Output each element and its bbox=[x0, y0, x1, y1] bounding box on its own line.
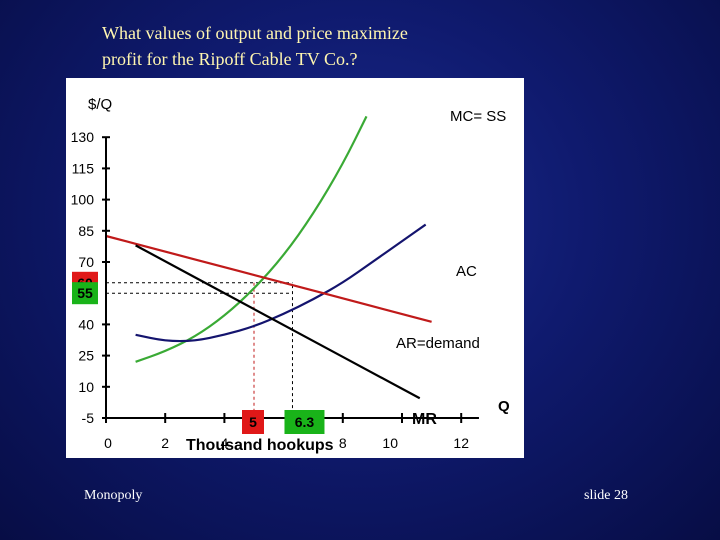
x-axis-label: Thousand hookups bbox=[186, 437, 334, 454]
ar-curve-label: AR=demand bbox=[396, 335, 480, 352]
quantity-highlight-box bbox=[284, 410, 325, 434]
x-tick-label: 4 bbox=[221, 435, 229, 451]
x-tick-label: 2 bbox=[161, 435, 169, 451]
quantity-highlight-label: 6.3 bbox=[295, 414, 315, 430]
quantity-highlight-label: 5 bbox=[249, 414, 257, 430]
mr-curve-label: MR bbox=[412, 411, 437, 428]
mc-curve bbox=[135, 115, 368, 363]
y-tick-label: 10 bbox=[78, 379, 94, 395]
y-tick-label: 130 bbox=[71, 129, 95, 145]
slide-title: What values of output and price maximize… bbox=[102, 20, 522, 72]
slide-title-line-2: profit for the Ripoff Cable TV Co.? bbox=[102, 49, 358, 69]
x-tick-label: 10 bbox=[382, 435, 398, 451]
x-tick-label: 12 bbox=[453, 435, 469, 451]
y-axis-label: $/Q bbox=[88, 96, 112, 113]
ar-curve bbox=[105, 234, 432, 323]
x-tick-label: 0 bbox=[104, 435, 112, 451]
mr-curve bbox=[135, 244, 421, 400]
ac-curve-label: AC bbox=[456, 263, 477, 280]
quantity-highlight-box bbox=[242, 410, 264, 434]
mc-curve-label: MC= SS bbox=[450, 108, 506, 125]
x-axis-end-label: Q bbox=[498, 398, 510, 415]
y-tick-label: 40 bbox=[78, 316, 94, 332]
chart-panel bbox=[66, 78, 524, 458]
y-tick-label: 115 bbox=[72, 160, 95, 176]
y-tick-label: 85 bbox=[78, 223, 94, 239]
y-tick-label: 25 bbox=[78, 348, 94, 364]
y-tick-label: 100 bbox=[71, 192, 95, 208]
ac-curve bbox=[135, 223, 427, 343]
price-highlight-box bbox=[72, 282, 98, 305]
footer-topic: Monopoly bbox=[84, 488, 143, 503]
x-tick-label: 8 bbox=[339, 435, 347, 451]
price-highlight-label: 55 bbox=[77, 285, 93, 301]
slide-title-line-1: What values of output and price maximize bbox=[102, 23, 408, 43]
profit-maximization-chart: $/Q Thousand hookups Q MC= SS AC AR=dema… bbox=[66, 78, 524, 458]
y-tick-label: 70 bbox=[78, 254, 94, 270]
y-tick-label: -5 bbox=[82, 410, 95, 426]
slide-number: slide 28 bbox=[584, 488, 628, 503]
